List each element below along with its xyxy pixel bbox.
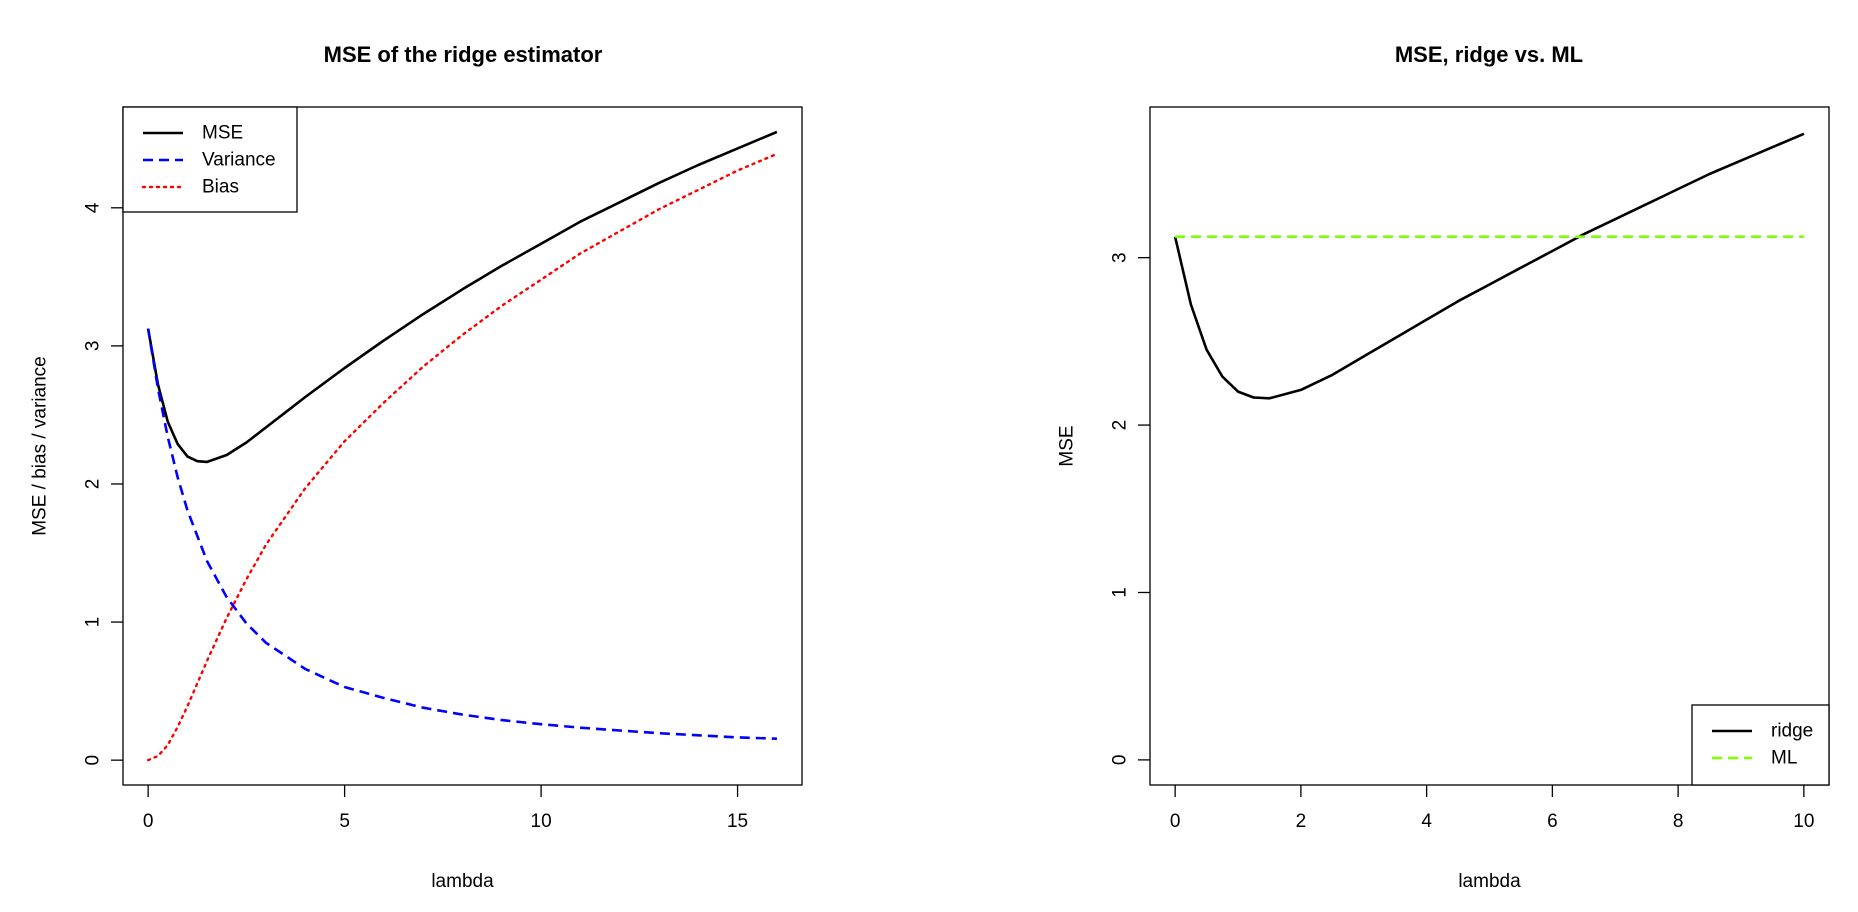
right-plot-frame [1149,106,1830,786]
left-series-mse-line [146,130,778,464]
left-x-axis: 0 5 10 15 [143,785,748,832]
right-y-tick-label: 0 [1110,755,1131,766]
right-x-tick-label: 10 [1793,811,1814,832]
left-y-tick-label: 4 [83,202,104,213]
left-y-tick-label: 0 [83,755,104,766]
left-y-tick-label: 2 [83,479,104,490]
right-x-tick-label: 2 [1296,811,1307,832]
left-legend-label-variance: Variance [202,150,276,171]
left-chart-title: MSE of the ridge estimator [324,42,603,67]
right-x-tick-label: 6 [1547,811,1558,832]
right-x-axis: 0 2 4 6 8 10 [1170,785,1814,832]
right-legend: ridge ML [1691,704,1830,786]
right-x-tick-label: 8 [1673,811,1684,832]
left-y-tick-label: 1 [83,617,104,628]
left-chart-panel: MSE of the ridge estimator 0 5 10 15 0 1 2 3 4 lam… [30,42,803,892]
left-x-tick-label: 10 [531,811,552,832]
right-legend-box [1691,704,1830,786]
left-legend-label-mse: MSE [202,123,243,144]
left-series-variance-line [146,328,777,740]
right-y-axis-label: MSE [1057,425,1078,466]
right-series-ridge-line [1173,132,1805,400]
right-y-tick-label: 1 [1110,587,1131,598]
left-y-axis-label: MSE / bias / variance [30,356,51,536]
right-y-tick-label: 2 [1110,420,1131,431]
right-chart-panel: MSE, ridge vs. ML 0 2 4 6 8 10 0 1 2 3 lambda MSE rid… [1057,42,1830,892]
left-plot-frame [122,106,803,786]
left-x-tick-label: 15 [727,811,748,832]
left-x-tick-label: 0 [143,811,154,832]
right-x-tick-label: 0 [1170,811,1181,832]
right-y-axis: 0 1 2 3 [1110,252,1150,766]
left-x-axis-label: lambda [431,871,494,892]
left-x-tick-label: 5 [339,811,350,832]
left-series-bias-line [146,152,779,762]
right-x-tick-label: 4 [1421,811,1432,832]
right-y-tick-label: 3 [1110,252,1131,263]
left-legend-label-bias: Bias [202,177,239,198]
left-legend: MSE Variance Bias [122,106,298,213]
left-y-tick-label: 3 [83,341,104,352]
right-legend-label-ml: ML [1771,748,1797,769]
right-chart-title: MSE, ridge vs. ML [1395,42,1583,67]
right-x-axis-label: lambda [1458,871,1521,892]
left-y-axis: 0 1 2 3 4 [83,202,123,766]
right-legend-label-ridge: ridge [1771,721,1813,742]
